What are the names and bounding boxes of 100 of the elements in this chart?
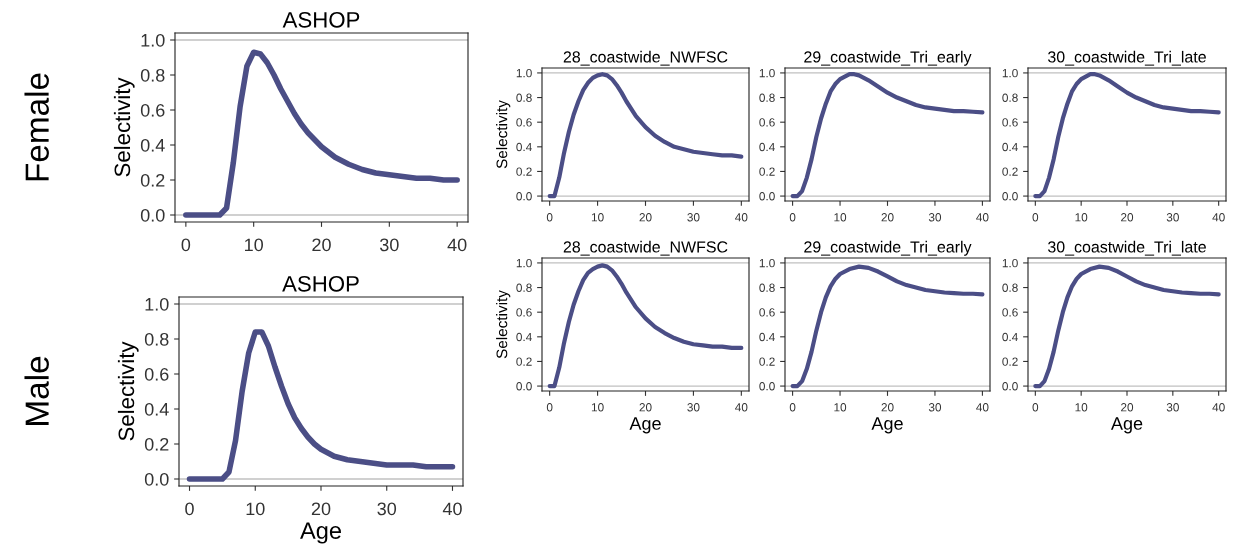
y-tick-label: 0.6: [1002, 118, 1018, 127]
x-tick-label: 20: [1121, 403, 1134, 412]
y-tick-label: 0.2: [759, 357, 775, 366]
x-tick-label: 10: [245, 238, 264, 252]
x-tick-label: 20: [639, 403, 652, 412]
x-tick-label: 0: [185, 502, 194, 516]
y-tick-label: 0.0: [516, 382, 532, 391]
x-tick-label: 30: [928, 213, 942, 222]
x-tick-label: 40: [1212, 403, 1225, 412]
y-tick-label: 0.2: [1002, 167, 1018, 176]
y-tick-label: 0.0: [759, 382, 775, 391]
x-tick-label: 30: [1166, 213, 1179, 222]
x-tick-label: 0: [1032, 403, 1039, 412]
y-tick-label: 0.2: [140, 173, 165, 187]
y-axis-title: Selectivity: [117, 341, 139, 441]
x-tick-label: 30: [379, 238, 399, 252]
text: Male: [24, 356, 49, 425]
y-tick-label: 0.0: [1002, 382, 1018, 391]
y-tick-label: 0.6: [516, 308, 532, 317]
x-axis-title: Age: [1110, 417, 1143, 434]
x-tick-label: 30: [377, 502, 397, 516]
x-tick-label: 10: [591, 403, 604, 412]
y-tick-label: 0.6: [516, 118, 532, 127]
chart-title: 30_coastwide_Tri_late: [1048, 50, 1206, 66]
x-tick-label: 10: [1075, 403, 1088, 412]
y-tick-label: 0.6: [144, 367, 169, 381]
x-tick-label: 10: [834, 403, 847, 412]
text: Female: [24, 73, 49, 181]
y-tick-label: 0.4: [140, 138, 165, 152]
x-axis-title: Age: [871, 417, 903, 434]
y-axis-title: Selectivity: [496, 100, 511, 169]
y-tick-label: 1.0: [141, 33, 165, 47]
y-tick-label: 0.8: [1002, 283, 1018, 292]
y-tick-label: 0.4: [1002, 142, 1018, 152]
x-tick-label: 40: [447, 238, 467, 252]
y-tick-label: 0.2: [516, 167, 532, 176]
x-tick-label: 40: [976, 213, 989, 222]
x-tick-label: 20: [881, 403, 894, 412]
y-tick-label: 1.0: [1002, 68, 1018, 78]
y-tick-label: 0.8: [759, 283, 775, 292]
y-tick-label: 0.4: [759, 142, 775, 152]
x-tick-label: 20: [1121, 213, 1134, 222]
x-tick-label: 40: [735, 403, 748, 412]
x-tick-label: 40: [735, 213, 748, 222]
y-tick-label: 1.0: [759, 258, 775, 268]
y-tick-label: 0.0: [516, 192, 532, 201]
x-tick-label: 20: [639, 213, 652, 222]
y-tick-label: 1.0: [145, 297, 169, 311]
x-tick-label: 0: [1032, 213, 1039, 222]
y-tick-label: 0.8: [516, 283, 532, 292]
y-tick-label: 0.4: [516, 332, 532, 342]
x-tick-label: 10: [834, 213, 847, 222]
y-tick-label: 1.0: [516, 68, 532, 78]
x-tick-label: 20: [881, 213, 894, 222]
y-tick-label: 1.0: [759, 68, 775, 78]
x-tick-label: 30: [687, 213, 700, 222]
x-tick-label: 10: [1075, 213, 1088, 222]
y-tick-label: 0.2: [759, 167, 775, 176]
chart-title: 29_coastwide_Tri_early: [804, 50, 972, 66]
x-tick-label: 30: [687, 403, 700, 412]
x-tick-label: 30: [1166, 403, 1179, 412]
y-axis-title: Selectivity: [496, 290, 511, 359]
y-tick-label: 0.0: [144, 472, 169, 486]
y-tick-label: 0.6: [759, 118, 775, 127]
x-tick-label: 0: [789, 403, 796, 412]
y-tick-label: 0.8: [759, 93, 775, 102]
chart-title: ASHOP: [282, 11, 360, 28]
y-tick-label: 0.8: [1002, 93, 1018, 102]
y-tick-label: 0.6: [759, 308, 775, 317]
y-tick-label: 0.0: [759, 192, 775, 201]
y-tick-label: 0.8: [140, 68, 165, 82]
x-tick-label: 30: [928, 403, 942, 412]
x-tick-label: 10: [246, 502, 265, 516]
x-tick-label: 20: [311, 502, 331, 516]
x-axis-title: Age: [629, 417, 661, 434]
chart-title: 28_coastwide_NWFSC: [563, 240, 728, 256]
y-tick-label: 0.2: [1002, 357, 1018, 366]
y-axis-title: Selectivity: [113, 77, 135, 177]
x-tick-label: 0: [181, 238, 191, 252]
x-tick-label: 20: [312, 238, 331, 252]
x-axis-title: Age: [300, 522, 341, 544]
y-tick-label: 0.4: [144, 402, 169, 416]
x-tick-label: 0: [789, 213, 796, 222]
y-tick-label: 0.4: [516, 142, 532, 152]
y-tick-label: 0.2: [516, 357, 532, 366]
x-tick-label: 0: [546, 213, 553, 222]
x-tick-label: 40: [1212, 213, 1225, 222]
y-tick-label: 0.4: [1002, 332, 1018, 342]
y-tick-label: 0.6: [1002, 308, 1018, 317]
chart-title: 28_coastwide_NWFSC: [563, 50, 728, 66]
y-tick-label: 1.0: [516, 258, 532, 268]
x-tick-label: 40: [976, 403, 989, 412]
y-tick-label: 0.4: [759, 332, 775, 342]
y-tick-label: 0.6: [140, 103, 165, 117]
y-tick-label: 0.2: [144, 437, 169, 451]
y-tick-label: 0.0: [140, 208, 165, 222]
x-tick-label: 0: [546, 403, 553, 412]
x-tick-label: 40: [442, 502, 462, 516]
y-tick-label: 0.8: [144, 332, 169, 346]
y-tick-label: 0.8: [516, 93, 532, 102]
